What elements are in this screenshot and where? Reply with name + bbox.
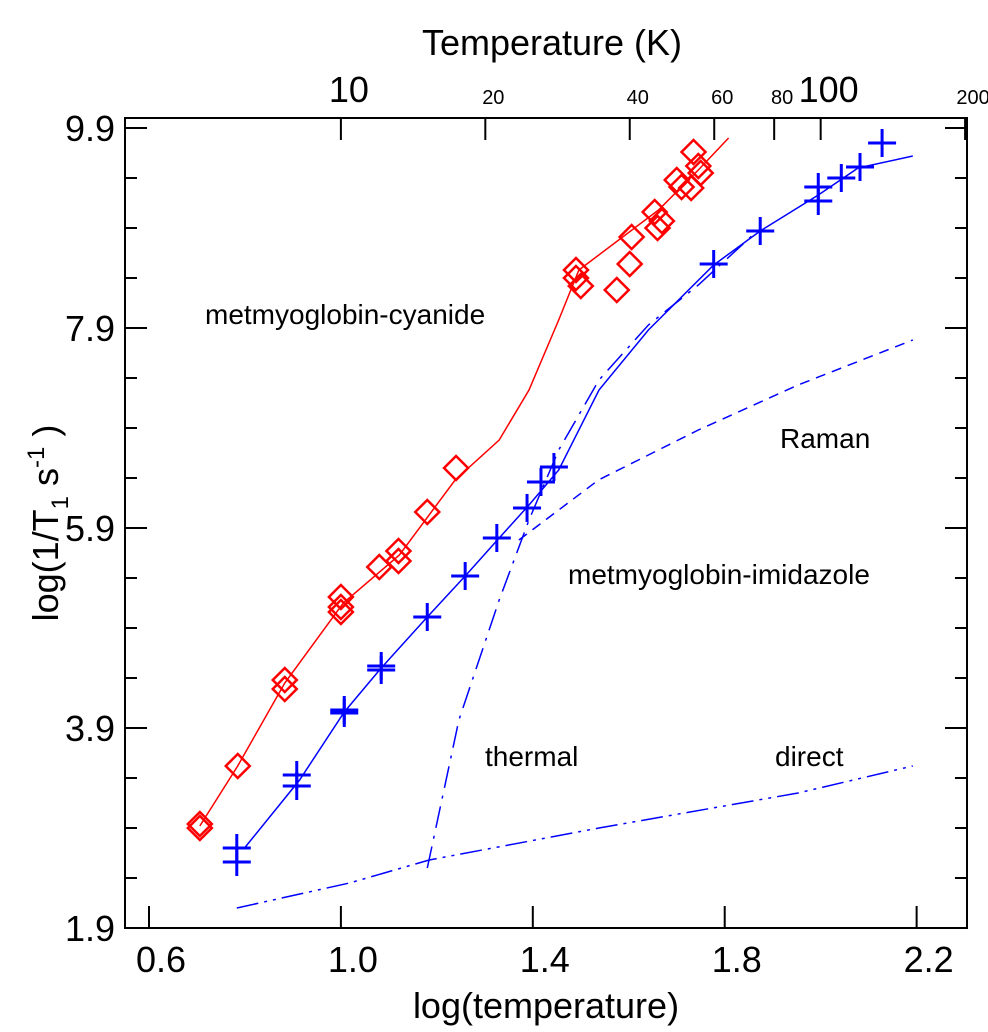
top-tick-label: 200	[956, 87, 988, 109]
y-tick-label: 7.9	[65, 308, 115, 349]
diamond-point	[442, 454, 470, 482]
plus-point	[222, 848, 251, 876]
y-title-part: log(1/T	[25, 509, 66, 621]
plot-frame	[124, 117, 968, 929]
plus-point	[282, 772, 311, 800]
x-tick-label: 1.4	[520, 939, 570, 980]
top-tick-label: 40	[627, 87, 649, 109]
top-axis-title: Temperature (K)	[422, 22, 682, 63]
plus-point	[827, 164, 856, 192]
diamond-point	[223, 752, 252, 780]
diamond-point	[640, 198, 669, 226]
diamond-point	[602, 276, 631, 304]
diamond-point	[270, 675, 299, 703]
top-tick-label: 100	[799, 69, 859, 110]
diamond-point	[327, 583, 355, 611]
top-tick-label: 20	[482, 87, 504, 109]
diamond-point	[617, 223, 646, 251]
series-label: thermal	[485, 741, 578, 772]
diamond-point	[186, 810, 214, 838]
curve	[199, 137, 730, 827]
diamond-point	[643, 214, 672, 242]
y-title-sub: 1	[47, 496, 74, 509]
x-axis-title: log(temperature)	[413, 985, 679, 1026]
diamond-point	[679, 138, 708, 166]
top-tick-label: 80	[771, 87, 793, 109]
series-label: direct	[775, 741, 844, 772]
curve	[236, 765, 913, 909]
y-axis-title: log(1/T1 s-1 )	[23, 425, 74, 622]
diamond-point	[327, 598, 355, 626]
y-tick-label: 9.9	[65, 108, 115, 149]
diamond-point	[384, 537, 413, 565]
x-tick-label: 0.6	[136, 939, 186, 980]
x-tick-label: 2.2	[904, 939, 954, 980]
curve	[518, 339, 914, 541]
x-tick-label: 1.8	[712, 939, 762, 980]
y-title-part: )	[25, 425, 66, 447]
curve	[426, 229, 759, 869]
y-tick-label: 3.9	[65, 708, 115, 749]
diamond-point	[667, 173, 696, 201]
diamond-point	[270, 666, 299, 694]
x-tick-label: 1.0	[328, 939, 378, 980]
diamond-point	[615, 250, 644, 278]
series-label: Raman	[780, 423, 870, 454]
plus-point	[482, 524, 511, 552]
plus-point	[804, 173, 833, 201]
diamond-point	[567, 272, 595, 300]
series-label: metmyoglobin-imidazole	[568, 559, 870, 590]
diamond-point	[677, 174, 705, 202]
plus-point	[367, 656, 396, 684]
curve	[243, 155, 913, 849]
diamond-point	[327, 593, 355, 621]
series-label: metmyoglobin-cyanide	[205, 299, 485, 330]
top-tick-label: 60	[711, 87, 733, 109]
y-tick-label: 5.9	[65, 508, 115, 549]
plus-point	[539, 453, 568, 481]
y-title-part: s	[25, 468, 66, 496]
y-tick-label: 1.9	[65, 908, 115, 949]
y-title-sup: -1	[23, 447, 50, 468]
diamond-point	[562, 264, 590, 292]
diamond-point	[648, 207, 676, 235]
diamond-point	[384, 547, 413, 575]
top-tick-label: 10	[329, 69, 369, 110]
diamond-point	[186, 814, 214, 842]
diamond-point	[413, 498, 442, 526]
plus-point	[699, 250, 728, 278]
plus-point	[868, 129, 897, 157]
